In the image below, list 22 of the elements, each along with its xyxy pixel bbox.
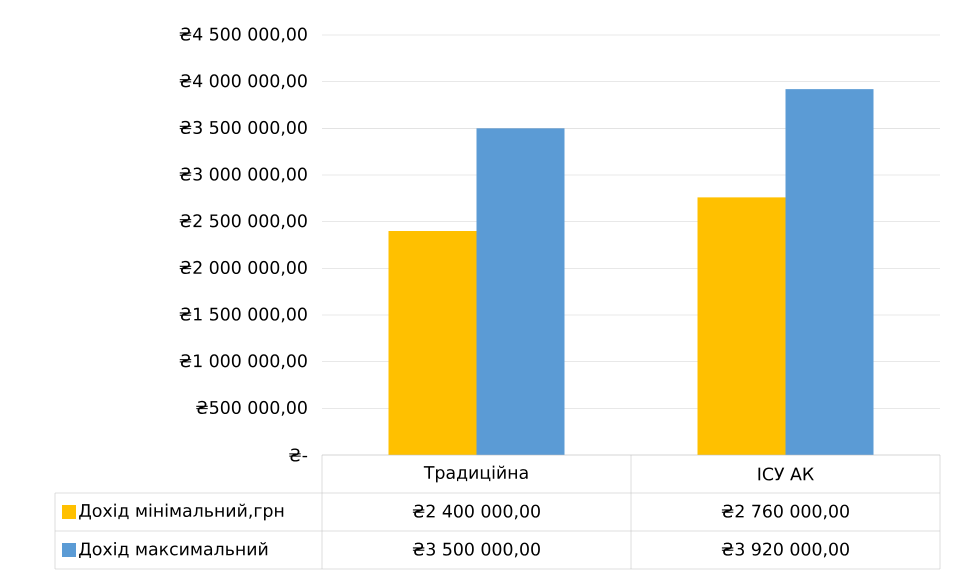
bar: [786, 89, 874, 455]
y-tick-label: ₴4 000 000,00: [180, 74, 307, 90]
data-label: ₴3 920 000,00: [722, 542, 849, 558]
y-tick-label: ₴500 000,00: [196, 400, 307, 416]
y-tick-label: ₴2 000 000,00: [180, 260, 307, 276]
data-label: ₴2 760 000,00: [722, 504, 849, 520]
y-tick-label: ₴1 000 000,00: [180, 354, 307, 370]
legend-label: Дохід мінімальний,грн: [79, 504, 284, 520]
data-label: ₴2 400 000,00: [412, 504, 540, 520]
x-tick-label: ІСУ АК: [758, 467, 814, 481]
data-label: ₴3 500 000,00: [412, 542, 540, 558]
bar: [698, 197, 786, 455]
y-tick-label: ₴3 000 000,00: [180, 168, 307, 182]
y-tick-label: ₴-: [289, 448, 308, 462]
legend-label: Дохід максимальний: [79, 542, 268, 558]
bar: [476, 128, 565, 455]
y-tick-label: ₴2 500 000,00: [180, 214, 307, 230]
y-tick-label: ₴1 500 000,00: [180, 308, 307, 322]
y-tick-label: ₴4 500 000,00: [180, 28, 307, 42]
x-tick-label: Традиційна: [424, 466, 528, 482]
bar: [388, 231, 477, 455]
y-tick-label: ₴3 500 000,00: [180, 120, 307, 136]
